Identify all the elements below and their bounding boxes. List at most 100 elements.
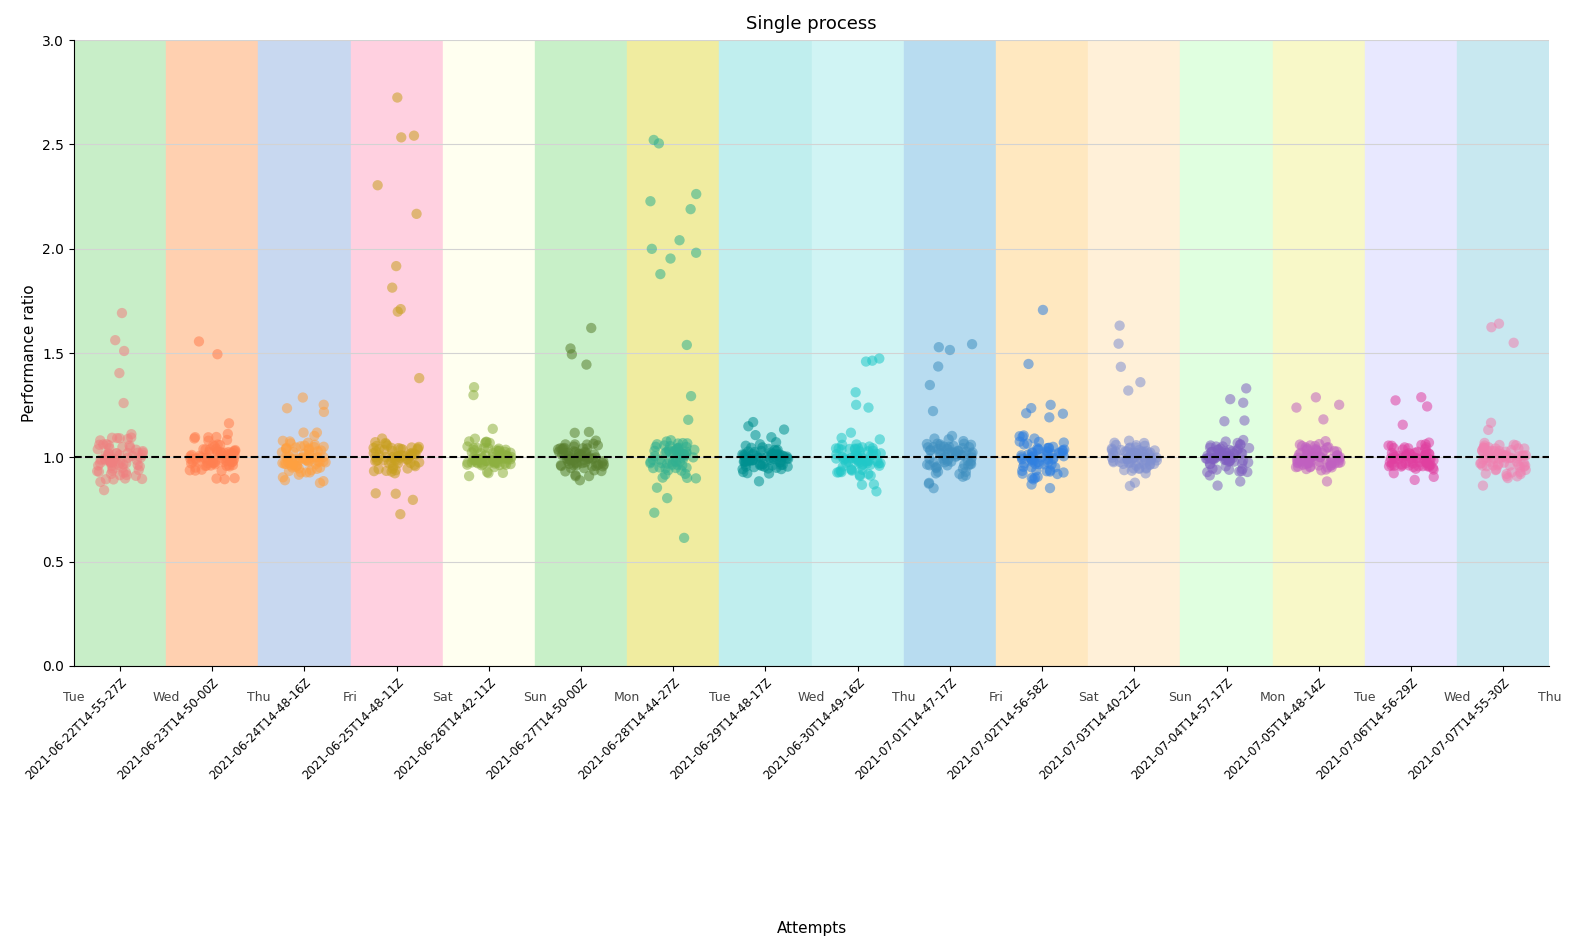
Point xyxy=(747,457,772,473)
Point xyxy=(656,442,681,457)
Point xyxy=(1039,456,1064,472)
Point xyxy=(1111,462,1136,477)
Point xyxy=(1102,455,1127,470)
Point xyxy=(1039,398,1064,413)
Point xyxy=(763,442,788,457)
Point xyxy=(1207,448,1232,463)
Point xyxy=(663,455,689,470)
Point xyxy=(222,442,247,457)
Point xyxy=(920,403,946,418)
Point xyxy=(184,454,210,469)
Point xyxy=(950,440,976,456)
Point xyxy=(955,457,980,473)
Point xyxy=(1499,442,1524,457)
Point xyxy=(1024,469,1050,484)
Point xyxy=(1217,450,1242,465)
Point xyxy=(1020,449,1045,464)
Point xyxy=(1377,455,1403,470)
Point xyxy=(366,178,391,193)
Point xyxy=(292,425,317,440)
Point xyxy=(1481,451,1507,466)
Point xyxy=(1116,451,1141,466)
Point xyxy=(589,456,615,471)
Point xyxy=(1294,461,1319,476)
Point xyxy=(274,456,299,472)
Point xyxy=(946,443,971,458)
Point xyxy=(1214,449,1239,464)
Point xyxy=(862,476,887,492)
Point xyxy=(764,443,790,458)
Point xyxy=(195,456,221,471)
Point xyxy=(402,128,427,144)
Point xyxy=(1136,457,1162,473)
Point xyxy=(660,454,686,469)
Point xyxy=(493,444,519,459)
Point xyxy=(1116,454,1141,469)
Point xyxy=(924,460,949,476)
Point xyxy=(1136,447,1162,462)
Point xyxy=(739,453,764,468)
Point xyxy=(1486,443,1511,458)
Point xyxy=(939,454,965,469)
Point xyxy=(367,441,392,456)
Point xyxy=(864,454,889,469)
Point xyxy=(928,446,953,461)
Point xyxy=(936,439,961,455)
Point xyxy=(670,436,695,451)
Point xyxy=(942,445,968,460)
Point xyxy=(1220,443,1245,458)
Point xyxy=(211,455,236,470)
Point xyxy=(197,444,222,459)
Point xyxy=(1210,438,1236,454)
Point xyxy=(208,445,233,460)
Point xyxy=(274,440,299,456)
Point xyxy=(1513,462,1538,477)
Point xyxy=(399,446,424,461)
Point xyxy=(1021,472,1046,487)
Point xyxy=(188,448,213,463)
Point xyxy=(493,442,519,457)
Point xyxy=(1288,454,1313,469)
Point xyxy=(1015,436,1040,451)
Point xyxy=(1486,446,1511,461)
Point xyxy=(482,456,507,471)
Point xyxy=(1029,450,1054,465)
Point xyxy=(649,456,675,471)
Point xyxy=(675,471,700,486)
Point xyxy=(1121,461,1146,476)
Point xyxy=(1485,447,1510,462)
Point xyxy=(736,444,761,459)
Point xyxy=(1122,476,1147,491)
Point xyxy=(657,251,682,266)
Point xyxy=(1050,442,1075,457)
Point xyxy=(574,437,599,452)
Point xyxy=(388,507,413,522)
Point xyxy=(93,453,118,468)
Point xyxy=(953,468,979,483)
Point xyxy=(675,338,700,353)
Point xyxy=(1492,444,1518,459)
Point xyxy=(920,480,946,495)
Point xyxy=(1327,450,1352,465)
Point xyxy=(1401,456,1426,471)
Point xyxy=(660,457,686,473)
Point xyxy=(1127,461,1152,476)
Point xyxy=(1403,445,1428,460)
Text: Sat: Sat xyxy=(432,691,452,704)
Point xyxy=(380,443,405,458)
Point xyxy=(1422,469,1447,484)
Point xyxy=(287,461,312,476)
Point xyxy=(394,452,419,467)
Point xyxy=(473,436,498,451)
Point xyxy=(742,428,768,443)
Point xyxy=(583,456,608,471)
Point xyxy=(1034,440,1059,456)
Point xyxy=(1318,457,1343,473)
Point xyxy=(643,439,668,455)
Point xyxy=(1387,448,1412,463)
Point xyxy=(829,431,854,446)
Text: Mon: Mon xyxy=(615,691,640,704)
Point xyxy=(385,90,410,106)
Point xyxy=(657,438,682,454)
Point xyxy=(843,447,868,462)
